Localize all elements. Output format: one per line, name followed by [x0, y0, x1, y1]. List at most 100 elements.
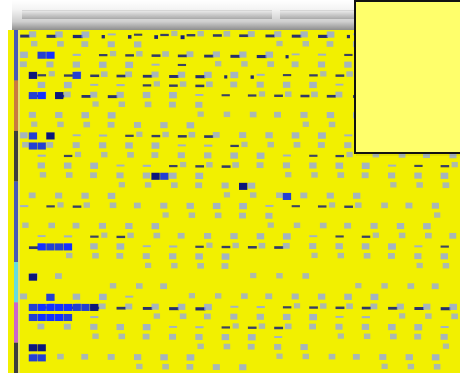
- heatmap-cell-r29-c14: [142, 324, 151, 331]
- heatmap-cell-r2-c21: [204, 54, 214, 58]
- heatmap-cell-r9-c13: [133, 122, 142, 128]
- heatmap-cell-r0-c13: [133, 33, 143, 36]
- heatmap-cell-r24-c26: [250, 272, 257, 279]
- heatmap-cell-r0-c32: [300, 31, 308, 38]
- heatmap-cell-r8-c29: [274, 111, 282, 118]
- heatmap-cell-r0-c10: [107, 33, 116, 36]
- heatmap-cell-r29-c24: [232, 323, 239, 329]
- heatmap-cell-r4-c11: [116, 74, 126, 78]
- heatmap-cell-r13-c8: [90, 162, 98, 169]
- heatmap-cell-r21-c45: [414, 245, 423, 248]
- callout-box: [354, 0, 460, 154]
- heatmap-cell-r30-c23: [221, 334, 230, 341]
- heatmap-cell-r4-c30: [282, 74, 292, 77]
- heatmap-cell-r13-c45: [414, 164, 423, 167]
- heatmap-cell-r4-c2: [37, 74, 47, 77]
- heatmap-cell-r28-c36: [335, 315, 344, 318]
- heatmap-cell-r1-c35: [326, 41, 334, 47]
- heatmap-cell-r1-c1: [31, 41, 38, 47]
- heatmap-cell-r21-c26: [247, 246, 257, 249]
- heatmap-cell-r12-c49: [449, 152, 457, 159]
- heatmap-cell-r21-c8: [90, 243, 98, 250]
- heatmap-cell-r30-c11: [118, 333, 126, 340]
- heatmap-cell-r16-c10: [107, 192, 116, 199]
- heatmap-cell-r17-c34: [317, 205, 327, 208]
- heatmap-cell-r17-c4: [57, 202, 64, 208]
- header-tab-bar-secondary: [280, 10, 364, 19]
- heatmap-cell-r5-c17: [169, 84, 178, 87]
- heatmap-cell-r29-c5: [63, 323, 71, 330]
- heatmap-cell-r11-c12: [125, 142, 133, 149]
- heatmap-cell-r29-c36: [335, 323, 343, 330]
- heatmap-cell-r5-c8: [90, 83, 99, 86]
- heatmap-cell-r26-c25: [241, 293, 248, 299]
- heatmap-cell-r6-c27: [258, 91, 266, 97]
- heatmap-cell-r0-c19: [186, 34, 196, 37]
- heatmap-cell-r2-c0: [20, 51, 28, 58]
- heatmap-cell-r12-c36: [335, 154, 344, 158]
- heatmap-cell-r1-c32: [302, 41, 309, 47]
- heatmap-cell-r2-c13: [136, 51, 143, 57]
- heatmap-cell-r30-c39: [363, 333, 371, 339]
- heatmap-highlight-10: [28, 142, 38, 150]
- heatmap-cell-r31-c26: [247, 343, 255, 350]
- heatmap-cell-r17-c41: [381, 202, 388, 209]
- heatmap-highlight-12: [151, 172, 160, 180]
- heatmap-cell-r12-c27: [256, 152, 265, 159]
- heatmap-cell-r25-c47: [431, 283, 439, 290]
- heatmap-cell-r22-c45: [414, 253, 422, 260]
- heatmap-cell-r13-c30: [282, 162, 291, 169]
- heatmap-cell-r23-c17: [171, 262, 178, 269]
- heatmap-cell-r5-c2: [37, 81, 46, 88]
- heatmap-cell-r13-c18: [180, 161, 187, 168]
- heatmap-cell-r4-c37: [346, 71, 353, 77]
- heatmap-cell-r15-c42: [390, 182, 397, 188]
- heatmap-cell-r32-c4: [57, 353, 64, 360]
- heatmap-cell-r10-c34: [317, 132, 326, 139]
- heatmap-cell-r17-c19: [186, 202, 194, 209]
- heatmap-cell-r32-c7: [81, 353, 89, 360]
- heatmap-cell-r28-c49: [451, 313, 458, 320]
- heatmap-cell-r11-c3: [46, 142, 54, 148]
- heatmap-cell-r19-c0: [22, 222, 29, 228]
- heatmap-cell-r4-c23: [224, 75, 228, 79]
- heatmap-cell-r10-c22: [212, 132, 220, 138]
- heatmap-cell-r29-c48: [440, 326, 449, 328]
- heatmap-cell-r12-c18: [177, 152, 185, 159]
- heatmap-cell-r12-c33: [309, 154, 318, 157]
- heatmap-cell-r21-c36: [335, 243, 343, 250]
- heatmap-cell-r27-c21: [204, 303, 212, 311]
- heatmap-cell-r31-c20: [197, 343, 204, 350]
- heatmap-cell-r9-c32: [302, 121, 309, 127]
- heatmap-cell-r16-c38: [353, 192, 361, 199]
- heatmap-cell-r32-c32: [302, 353, 309, 360]
- heatmap-cell-r22-c11: [116, 253, 124, 259]
- heatmap-cell-r20-c39: [361, 235, 371, 238]
- heatmap-cell-r12-c12: [127, 152, 134, 158]
- heatmap-cell-r0-c23: [223, 31, 231, 37]
- heatmap-cell-r10-c18: [177, 135, 187, 138]
- heatmap-cell-r4-c18: [177, 71, 186, 78]
- heatmap-highlight-21: [46, 293, 55, 301]
- heatmap-cell-r10-c28: [265, 132, 273, 139]
- heatmap-cell-r8-c10: [107, 112, 116, 119]
- heatmap-cell-r27-c39: [361, 306, 371, 310]
- heatmap-cell-r32-c13: [133, 354, 142, 361]
- heatmap-cell-r33-c22: [212, 364, 220, 370]
- heatmap-cell-r20-c33: [309, 235, 318, 238]
- heatmap-cell-r30-c45: [414, 333, 422, 340]
- heatmap-highlight-34: [63, 313, 73, 322]
- heatmap-cell-r13-c2: [37, 162, 45, 169]
- heatmap-cell-r14-c14: [142, 172, 151, 179]
- row-annotation-2: [14, 80, 18, 131]
- heatmap-cell-r16-c35: [326, 192, 334, 199]
- heatmap-cell-r14-c11: [116, 172, 124, 179]
- heatmap-cell-r13-c14: [142, 164, 151, 167]
- heatmap-cell-r6-c26: [247, 94, 257, 97]
- heatmap-cell-r30-c8: [92, 333, 99, 339]
- heatmap-cell-r20-c24: [230, 233, 238, 240]
- heatmap-cell-r0-c35: [326, 31, 335, 38]
- heatmap-cell-r27-c34: [320, 303, 327, 309]
- heatmap-cell-r27-c30: [282, 306, 292, 309]
- heatmap-cell-r1-c13: [134, 41, 142, 48]
